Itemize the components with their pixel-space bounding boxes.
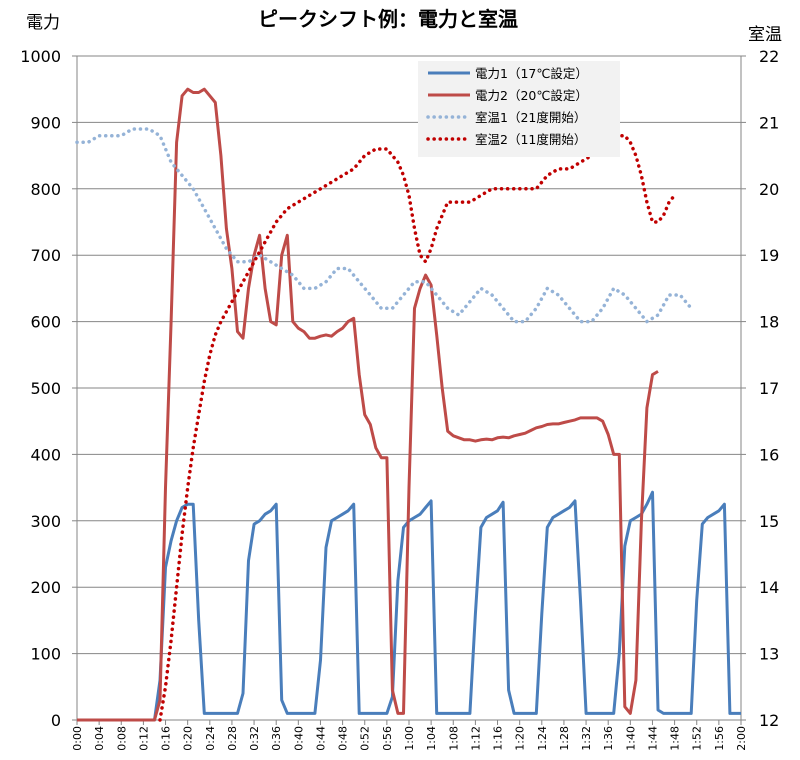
x-tick-label-6: 0:24 — [204, 726, 217, 751]
x-tick-label-28: 1:52 — [691, 726, 704, 751]
x-tick-label-2: 0:08 — [115, 726, 128, 751]
chart-title: ピークシフト例：電力と室温 — [258, 7, 518, 31]
x-tick-label-18: 1:12 — [469, 726, 482, 751]
left-tick-label-0: 0 — [51, 711, 61, 730]
x-tick-label-12: 0:48 — [337, 726, 350, 751]
x-tick-label-16: 1:04 — [425, 726, 438, 751]
right-tick-label-4: 16 — [759, 445, 779, 464]
right-tick-label-0: 12 — [759, 711, 779, 730]
x-tick-label-13: 0:52 — [359, 726, 372, 751]
legend-box — [418, 61, 620, 157]
x-tick-label-20: 1:20 — [514, 726, 527, 751]
x-ticks: 0:00 0:04 0:08 0:12 0:16 0:20 0:24 0:28 0:32 0:36… — [71, 720, 748, 751]
legend: 電力1（17℃設定） 電力2（20℃設定） 室温1（21度開始） 室温2（11度開始） — [418, 61, 620, 157]
x-tick-label-24: 1:36 — [602, 726, 615, 751]
legend-label-2: 室温1（21度開始） — [475, 110, 586, 125]
x-tick-label-8: 0:32 — [248, 726, 261, 751]
legend-label-3: 室温2（11度開始） — [475, 132, 586, 147]
x-tick-label-30: 2:00 — [735, 726, 748, 751]
x-tick-label-7: 0:28 — [226, 726, 239, 751]
left-tick-label-1: 100 — [30, 645, 61, 664]
left-tick-label-9: 900 — [30, 113, 61, 132]
left-tick-label-5: 500 — [30, 379, 61, 398]
legend-label-1: 電力2（20℃設定） — [475, 88, 588, 103]
series-line-1 — [77, 87, 659, 722]
x-tick-label-1: 0:04 — [93, 726, 106, 751]
right-tick-label-9: 21 — [759, 113, 779, 132]
series-line-3 — [158, 133, 677, 722]
x-tick-label-21: 1:24 — [536, 726, 549, 751]
x-tick-label-27: 1:48 — [669, 726, 682, 751]
x-tick-label-26: 1:44 — [646, 726, 659, 751]
left-y-ticks: 0 100 200 300 400 500 600 700 800 900 1000 — [20, 47, 77, 730]
x-tick-label-29: 1:56 — [713, 726, 726, 751]
x-tick-label-9: 0:36 — [270, 726, 283, 751]
right-tick-label-1: 13 — [759, 645, 779, 664]
right-tick-label-10: 22 — [759, 47, 779, 66]
x-tick-label-25: 1:40 — [624, 726, 637, 751]
x-tick-label-3: 0:12 — [137, 726, 150, 751]
left-tick-label-6: 600 — [30, 313, 61, 332]
series-lines — [75, 87, 741, 722]
right-tick-label-2: 14 — [759, 578, 779, 597]
series-line-2 — [75, 127, 693, 324]
x-tick-label-15: 1:00 — [403, 726, 416, 751]
right-tick-label-7: 19 — [759, 246, 779, 265]
left-tick-label-10: 1000 — [20, 47, 61, 66]
right-tick-label-5: 17 — [759, 379, 779, 398]
x-tick-label-17: 1:08 — [447, 726, 460, 751]
left-tick-label-2: 200 — [30, 578, 61, 597]
x-tick-label-19: 1:16 — [492, 726, 505, 751]
x-tick-label-11: 0:44 — [314, 726, 327, 751]
right-tick-label-6: 18 — [759, 313, 779, 332]
x-tick-label-14: 0:56 — [381, 726, 394, 751]
left-tick-label-8: 800 — [30, 180, 61, 199]
right-tick-label-3: 15 — [759, 512, 779, 531]
x-tick-label-23: 1:32 — [580, 726, 593, 751]
left-axis-label: 電力 — [26, 13, 60, 33]
x-tick-label-4: 0:16 — [160, 726, 173, 751]
legend-label-0: 電力1（17℃設定） — [475, 66, 588, 81]
x-tick-label-22: 1:28 — [558, 726, 571, 751]
right-axis-label: 室温 — [748, 25, 782, 45]
right-y-ticks: 12 13 14 15 16 17 18 19 20 21 22 — [741, 47, 779, 730]
left-tick-label-3: 300 — [30, 512, 61, 531]
right-tick-label-8: 20 — [759, 180, 779, 199]
x-tick-label-10: 0:40 — [292, 726, 305, 751]
x-tick-label-5: 0:20 — [182, 726, 195, 751]
left-tick-label-4: 400 — [30, 445, 61, 464]
x-tick-label-0: 0:00 — [71, 726, 84, 751]
left-tick-label-7: 700 — [30, 246, 61, 265]
